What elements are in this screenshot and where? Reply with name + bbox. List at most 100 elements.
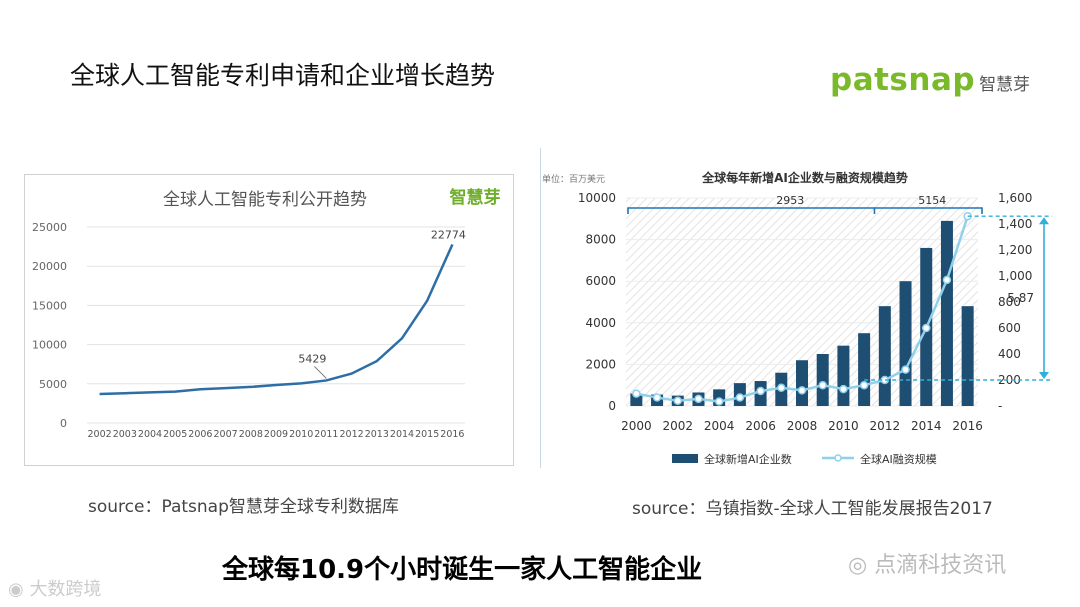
chart1-xtick-label: 2003 <box>113 429 137 440</box>
source-right: source：乌镇指数-全球人工智能发展报告2017 <box>632 499 993 519</box>
chart2-xtick-label: 2010 <box>828 419 859 433</box>
chart2-ytick-left-label: 2000 <box>585 357 616 371</box>
watermark-right: ◎ 点滴科技资讯 <box>848 547 1006 579</box>
headline: 全球每10.9个小时诞生一家人工智能企业 <box>222 555 703 585</box>
chart2-xtick-label: 2006 <box>745 419 776 433</box>
chart2-funding-point <box>714 397 724 406</box>
chart2-legend-label: 全球新增AI企业数 <box>704 452 792 466</box>
chart2-bracket-label: 5154 <box>918 194 946 207</box>
chart1-ytick-label: 10000 <box>32 339 67 352</box>
chart2-ytick-left-label: 6000 <box>585 274 616 288</box>
chart1-logo: 智慧芽 <box>450 187 501 208</box>
chart2-funding-point <box>818 380 827 390</box>
patent-trend-chart-panel: 全球人工智能专利公开趋势 智慧芽 0 5000 10000 15000 20000 25000… <box>24 174 514 466</box>
source-left: source：Patsnap智慧芽全球专利数据库 <box>88 497 399 517</box>
watermark-left: ◉ 大数跨境 <box>8 575 101 601</box>
chart1-ytick-label: 0 <box>60 417 67 430</box>
chart2-funding-point <box>921 323 931 333</box>
chart1-xtick-label: 2014 <box>390 429 414 440</box>
chart2-funding-point <box>901 365 910 374</box>
chart2-xtick-label: 2000 <box>621 419 652 433</box>
chart2-legend-swatch-marker <box>834 454 842 462</box>
logo-brand-cn: 智慧芽 <box>979 75 1031 95</box>
chart2-funding-point <box>942 275 952 285</box>
chart2-ytick-right-label: 1,000 <box>998 269 1032 283</box>
chart2-bar <box>837 345 850 406</box>
chart2-funding-point <box>632 389 641 398</box>
chart2-funding-point <box>797 386 807 395</box>
chart2-ytick-right-label: 1,200 <box>998 243 1032 257</box>
slide-title: 全球人工智能专利申请和企业增长趋势 <box>70 61 496 90</box>
chart1-xtick-label: 2013 <box>365 429 389 440</box>
weibo-icon: ◉ <box>8 579 30 600</box>
wechat-icon: ◎ <box>848 553 875 578</box>
chart2-funding-point <box>673 396 683 406</box>
chart2-funding-point <box>756 386 765 396</box>
chart1-xtick-label: 2015 <box>415 429 439 440</box>
chart2-ytick-right-label: 200 <box>998 373 1021 387</box>
chart2-ytick-right-label: 800 <box>998 295 1021 309</box>
chart2-xtick-label: 2014 <box>911 419 942 433</box>
patsnap-logo: patsnap 智慧芽 <box>830 62 1030 98</box>
chart2-bracket-label: 2953 <box>776 194 804 207</box>
chart2-ytick-left-label: 8000 <box>585 233 616 247</box>
chart2-xtick-label: 2002 <box>662 419 693 433</box>
chart2-ytick-right-label: 600 <box>998 321 1021 335</box>
chart2-funding-point <box>777 383 786 393</box>
chart2-ytick-right-label: 1,600 <box>998 191 1032 205</box>
chart2-ytick-right-label: 400 <box>998 347 1021 361</box>
chart1-xtick-label: 2007 <box>214 429 238 440</box>
chart2-bar <box>858 333 871 406</box>
chart2-bar <box>878 306 891 406</box>
chart1-xtick-label: 2010 <box>289 429 313 440</box>
chart2-funding-point <box>652 393 662 402</box>
chart1-xtick-label: 2008 <box>239 429 263 440</box>
chart1-data-label: 22774 <box>431 228 466 241</box>
patent-trend-chart: 全球人工智能专利公开趋势 智慧芽 0 5000 10000 15000 20000 25000… <box>32 187 501 440</box>
chart1-xtick-label: 2012 <box>340 429 364 440</box>
chart2-bar <box>795 360 809 406</box>
ai-company-funding-chart: 单位：百万美元 全球每年新增AI企业数与融资规模趋势 0 2000 4000 6000 80… <box>542 170 1052 466</box>
chart1-ytick-label: 20000 <box>32 260 67 273</box>
chart2-title: 全球每年新增AI企业数与融资规模趋势 <box>701 170 908 185</box>
chart1-xtick-label: 2005 <box>163 429 187 440</box>
chart2-xtick-label: 2004 <box>704 419 735 433</box>
chart2-funding-point <box>694 394 703 404</box>
chart1-series-line <box>99 243 454 396</box>
chart1-xtick-label: 2011 <box>314 429 338 440</box>
chart2-xtick-label: 2016 <box>952 419 983 433</box>
logo-brand: patsnap <box>830 62 976 98</box>
chart2-bar <box>899 281 912 406</box>
chart2-xtick-label: 2012 <box>870 419 901 433</box>
chart2-range-arrow-head-up <box>1039 217 1049 225</box>
chart2-bracket-right <box>874 207 983 214</box>
chart2-bracket-left <box>627 207 876 214</box>
chart1-xtick-label: 2002 <box>88 429 112 440</box>
chart1-xtick-label: 2004 <box>138 429 162 440</box>
chart2-ytick-left-label: 4000 <box>585 316 616 330</box>
chart2-unit-label: 单位：百万美元 <box>542 173 605 185</box>
chart1-annotation-leader <box>314 366 327 379</box>
chart2-legend-label: 全球AI融资规模 <box>860 452 937 466</box>
chart2-range-arrow-head-down <box>1039 372 1049 379</box>
chart2-ytick-left-label: 0 <box>608 399 616 413</box>
chart2-funding-point <box>735 393 745 402</box>
watermark-right-text: 点滴科技资讯 <box>874 553 1007 578</box>
chart1-title: 全球人工智能专利公开趋势 <box>163 190 367 210</box>
chart2-bar <box>816 354 829 406</box>
chart1-ytick-label: 25000 <box>32 221 67 234</box>
chart2-ytick-right-label: - <box>998 399 1002 413</box>
chart2-bar <box>940 220 953 406</box>
chart2-funding-point <box>839 384 848 394</box>
chart2-bar <box>961 306 974 406</box>
chart1-ytick-label: 15000 <box>32 299 67 312</box>
chart1-xtick-label: 2006 <box>188 429 212 440</box>
chart2-xtick-label: 2008 <box>787 419 818 433</box>
chart1-data-label: 5429 <box>298 352 326 365</box>
chart2-ytick-left-label: 10000 <box>578 191 616 205</box>
chart2-legend-swatch-bars <box>672 454 698 463</box>
chart2-ytick-right-label: 1,400 <box>998 217 1032 231</box>
chart2-funding-point <box>859 380 869 390</box>
chart1-xtick-label: 2009 <box>264 429 288 440</box>
chart1-ytick-label: 5000 <box>39 378 67 391</box>
